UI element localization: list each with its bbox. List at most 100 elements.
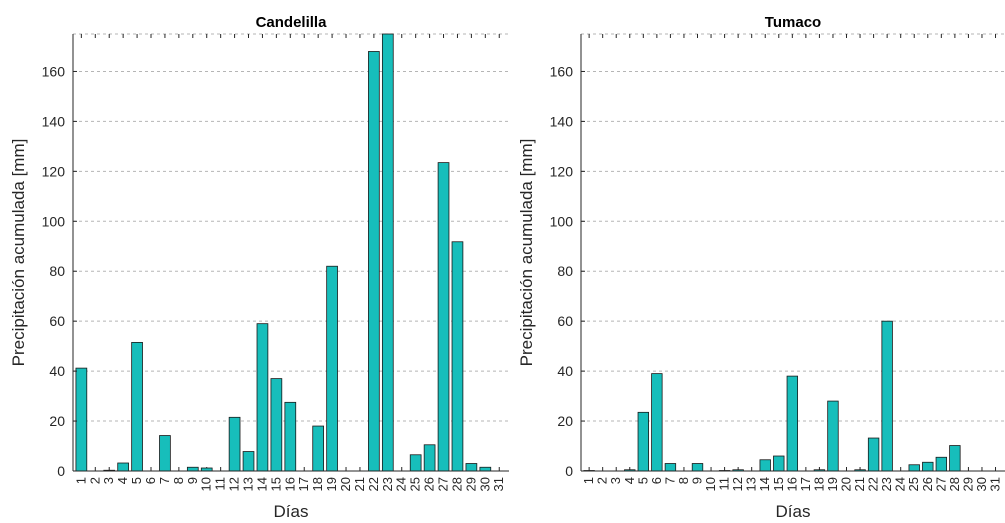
bar-candelilla-dia-1 <box>75 367 88 472</box>
chart-tumaco: 0204060801001201401601234567891011121314… <box>517 14 1005 521</box>
x-tick-label-28: 28 <box>449 477 464 491</box>
x-tick-label-8: 8 <box>171 477 186 484</box>
y-tick-label-120: 120 <box>42 163 66 179</box>
x-tick-label-28: 28 <box>947 477 962 491</box>
y-tick-label-140: 140 <box>550 113 574 129</box>
bar-candelilla-dia-13 <box>242 451 255 472</box>
x-tick-label-7: 7 <box>157 477 172 484</box>
bar-tumaco-dia-28 <box>949 445 961 472</box>
bar-candelilla-dia-16 <box>284 401 297 472</box>
x-tick-label-3: 3 <box>608 477 623 484</box>
x-tick-label-27: 27 <box>436 477 451 491</box>
x-tick-label-2: 2 <box>87 477 102 484</box>
y-tick-label-60: 60 <box>49 313 65 329</box>
x-tick-label-29: 29 <box>463 477 478 491</box>
x-tick-label-25: 25 <box>906 477 921 491</box>
bar-tumaco-dia-15 <box>773 455 785 472</box>
x-tick-label-5: 5 <box>129 477 144 484</box>
x-tick-label-5: 5 <box>635 477 650 484</box>
x-tick-label-20: 20 <box>839 477 854 491</box>
x-tick-label-2: 2 <box>595 477 610 484</box>
x-tick-label-1: 1 <box>581 477 596 484</box>
x-tick-label-30: 30 <box>477 477 492 491</box>
x-tick-label-3: 3 <box>101 477 116 484</box>
x-tick-label-21: 21 <box>852 477 867 491</box>
bar-tumaco-dia-25 <box>908 464 920 472</box>
chart-candelilla: 0204060801001201401601234567891011121314… <box>9 14 509 521</box>
bar-candelilla-dia-26 <box>423 444 436 472</box>
x-tick-label-13: 13 <box>744 477 759 491</box>
x-tick-label-12: 12 <box>730 477 745 491</box>
x-tick-label-26: 26 <box>422 477 437 491</box>
x-tick-label-11: 11 <box>213 477 228 491</box>
x-tick-label-17: 17 <box>296 477 311 491</box>
chart-title-tumaco: Tumaco <box>765 14 821 31</box>
y-tick-label-20: 20 <box>557 413 573 429</box>
bar-candelilla-dia-9 <box>186 466 199 472</box>
x-tick-label-24: 24 <box>394 477 409 491</box>
x-tick-label-29: 29 <box>960 477 975 491</box>
x-tick-label-4: 4 <box>622 477 637 484</box>
x-tick-label-23: 23 <box>380 477 395 491</box>
x-tick-label-9: 9 <box>689 477 704 484</box>
y-tick-label-0: 0 <box>565 463 573 479</box>
bar-candelilla-dia-22 <box>368 51 380 472</box>
x-tick-label-11: 11 <box>717 477 732 491</box>
x-tick-label-27: 27 <box>933 477 948 491</box>
y-tick-label-140: 140 <box>42 113 66 129</box>
bar-candelilla-dia-28 <box>451 241 464 472</box>
x-tick-label-8: 8 <box>676 477 691 484</box>
bar-candelilla-dia-7 <box>159 435 171 472</box>
bar-candelilla-dia-27 <box>437 162 450 472</box>
bar-candelilla-dia-30 <box>479 466 492 472</box>
x-tick-label-31: 31 <box>988 477 1003 491</box>
x-tick-label-24: 24 <box>893 477 908 491</box>
x-tick-label-13: 13 <box>241 477 256 491</box>
x-tick-label-4: 4 <box>115 477 130 484</box>
y-tick-label-80: 80 <box>557 263 573 279</box>
y-tick-label-0: 0 <box>57 463 65 479</box>
bar-candelilla-dia-29 <box>465 463 478 472</box>
y-tick-label-40: 40 <box>557 363 573 379</box>
x-tick-label-22: 22 <box>366 477 381 491</box>
x-tick-label-18: 18 <box>310 477 325 491</box>
x-tick-label-14: 14 <box>254 477 269 491</box>
bar-tumaco-dia-26 <box>922 461 934 472</box>
x-tick-label-30: 30 <box>974 477 989 491</box>
x-tick-label-14: 14 <box>757 477 772 491</box>
bar-tumaco-dia-27 <box>935 456 948 472</box>
x-tick-label-25: 25 <box>408 477 423 491</box>
y-tick-label-100: 100 <box>550 213 574 229</box>
bar-tumaco-dia-9 <box>691 463 704 472</box>
y-tick-label-160: 160 <box>42 63 66 79</box>
y-tick-label-120: 120 <box>550 163 574 179</box>
y-tick-label-60: 60 <box>557 313 573 329</box>
x-tick-label-23: 23 <box>879 477 894 491</box>
x-tick-label-18: 18 <box>811 477 826 491</box>
bar-tumaco-dia-22 <box>867 437 880 472</box>
y-tick-label-20: 20 <box>49 413 65 429</box>
bar-tumaco-dia-6 <box>651 373 663 472</box>
x-tick-label-10: 10 <box>703 477 718 491</box>
x-tick-label-16: 16 <box>784 477 799 491</box>
bar-candelilla-dia-5 <box>131 341 143 472</box>
x-tick-label-19: 19 <box>324 477 339 491</box>
bar-candelilla-dia-4 <box>117 462 129 472</box>
bar-candelilla-dia-23 <box>381 33 394 472</box>
y-tick-label-160: 160 <box>550 63 574 79</box>
bar-tumaco-dia-19 <box>827 400 839 472</box>
bar-candelilla-dia-12 <box>228 416 241 472</box>
x-tick-label-1: 1 <box>73 477 88 484</box>
x-tick-label-15: 15 <box>771 477 786 491</box>
x-tick-label-20: 20 <box>338 477 353 491</box>
y-axis-title-candelilla: Precipitación acumulada [mm] <box>9 139 28 367</box>
bar-candelilla-dia-14 <box>256 323 269 472</box>
y-axis-title-tumaco: Precipitación acumulada [mm] <box>517 139 536 367</box>
x-tick-label-6: 6 <box>143 477 158 484</box>
x-tick-label-21: 21 <box>352 477 367 491</box>
x-tick-label-15: 15 <box>268 477 283 491</box>
x-axis-title-tumaco: Días <box>776 502 811 521</box>
chart-title-candelilla: Candelilla <box>256 14 328 31</box>
bar-candelilla-dia-18 <box>312 425 324 472</box>
